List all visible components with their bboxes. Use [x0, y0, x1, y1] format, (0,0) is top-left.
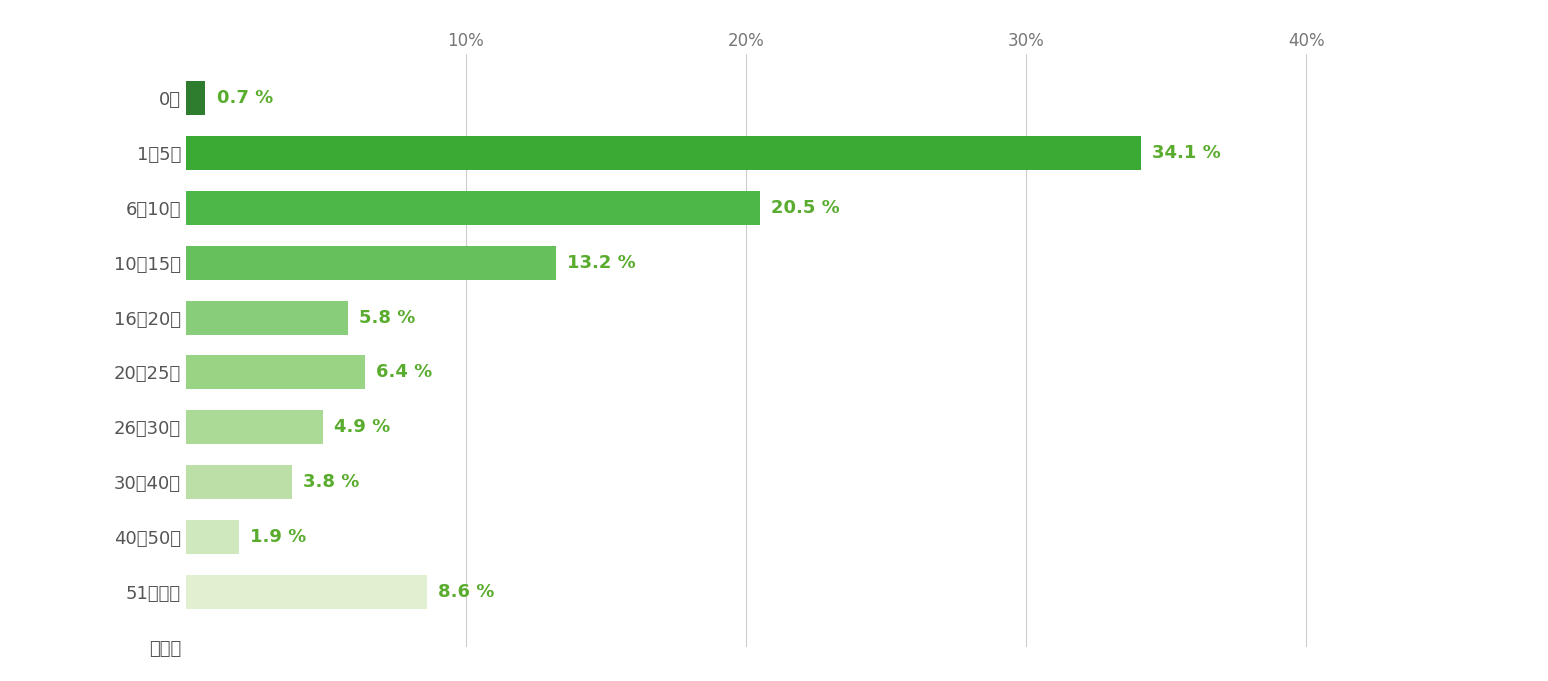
Bar — [186, 520, 238, 554]
Text: 6.4 %: 6.4 % — [376, 364, 432, 381]
Bar — [186, 300, 348, 334]
Text: 0.7 %: 0.7 % — [217, 89, 272, 107]
Text: 1.9 %: 1.9 % — [251, 528, 307, 546]
Bar — [186, 575, 427, 609]
Text: 4.9 %: 4.9 % — [334, 418, 390, 437]
Bar — [186, 191, 760, 225]
Bar — [186, 136, 1141, 170]
Text: 13.2 %: 13.2 % — [567, 253, 636, 272]
Bar — [186, 465, 293, 499]
Bar — [186, 411, 324, 445]
Text: 20.5 %: 20.5 % — [771, 199, 841, 217]
Bar — [186, 246, 556, 280]
Text: 34.1 %: 34.1 % — [1152, 144, 1221, 162]
Bar — [186, 81, 206, 115]
Text: 8.6 %: 8.6 % — [438, 583, 494, 601]
Text: 5.8 %: 5.8 % — [359, 308, 416, 326]
Text: 3.8 %: 3.8 % — [303, 473, 359, 491]
Bar — [186, 355, 365, 390]
